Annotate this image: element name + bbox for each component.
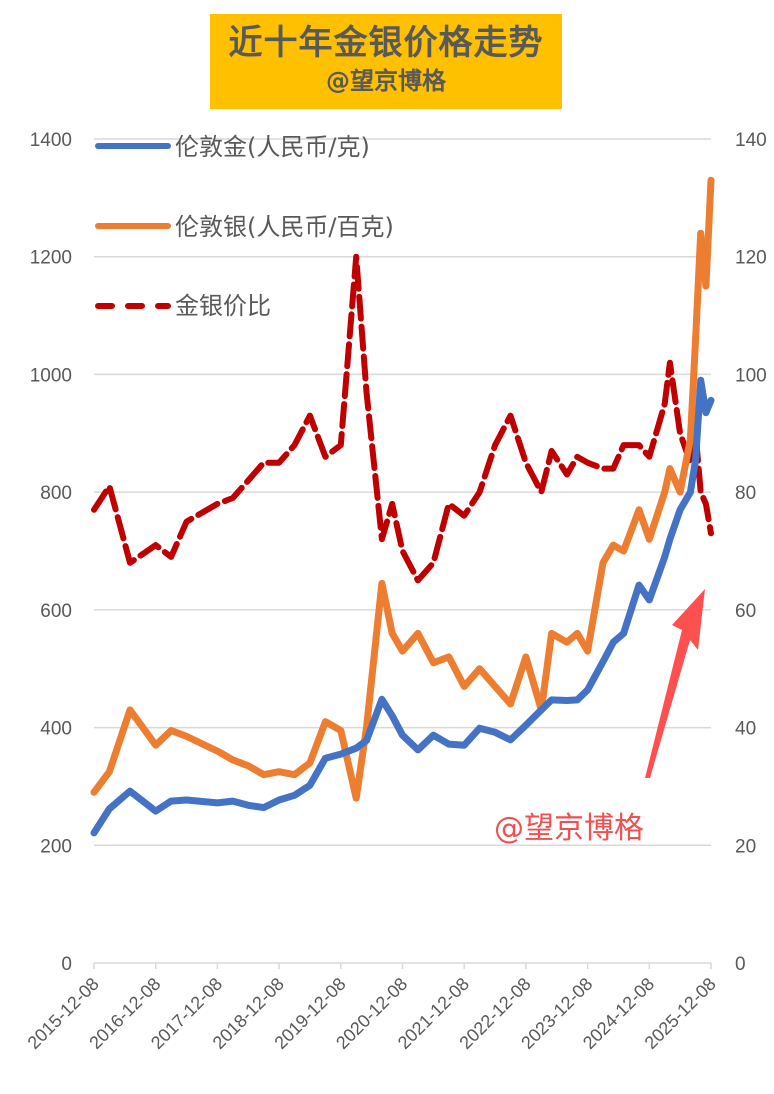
y-right-tick-label: 120 xyxy=(735,248,767,269)
y-right-tick-label: 140 xyxy=(735,130,767,151)
y-axis-right: 0 20 40 60 80 100 120 140 xyxy=(735,130,767,975)
gridlines xyxy=(94,138,711,964)
series-line-gold xyxy=(90,376,715,837)
y-left-tick-label: 400 xyxy=(40,719,72,740)
y-right-tick-label: 60 xyxy=(735,601,756,622)
y-left-tick-label: 800 xyxy=(40,483,72,504)
chart-title: 近十年金银价格走势 xyxy=(228,23,544,63)
y-left-tick-label: 0 xyxy=(61,954,72,975)
annotation: @望京博格 xyxy=(494,589,705,846)
y-right-tick-label: 80 xyxy=(735,483,756,504)
chart-title-box: 近十年金银价格走势 @望京博格 xyxy=(210,14,562,109)
y-left-tick-label: 600 xyxy=(40,601,72,622)
y-right-tick-label: 20 xyxy=(735,836,756,857)
y-right-tick-label: 0 xyxy=(735,954,746,975)
chart-subtitle: @望京博格 xyxy=(326,67,446,95)
legend-label-ratio: 金银价比 xyxy=(175,292,271,320)
y-axis-left: 0 200 400 600 800 1000 1200 1400 xyxy=(30,130,72,975)
legend: 伦敦金(人民币/克) 伦敦银(人民币/百克) 金银价比 xyxy=(95,133,394,320)
y-left-tick-label: 1000 xyxy=(30,365,72,386)
y-right-tick-label: 100 xyxy=(735,365,767,386)
y-left-tick-label: 200 xyxy=(40,836,72,857)
series-lines xyxy=(90,176,715,837)
series-line-silver xyxy=(90,176,715,802)
x-axis: 2015-12-082016-12-082017-12-082018-12-08… xyxy=(24,963,720,1053)
legend-label-gold: 伦敦金(人民币/克) xyxy=(175,133,370,161)
legend-label-silver: 伦敦银(人民币/百克) xyxy=(175,213,394,241)
series-line-ratio xyxy=(91,253,714,584)
y-right-tick-label: 40 xyxy=(735,719,756,740)
watermark-text: @望京博格 xyxy=(494,811,644,846)
red-arrow-icon xyxy=(645,589,705,778)
y-left-tick-label: 1400 xyxy=(30,130,72,151)
y-left-tick-label: 1200 xyxy=(30,248,72,269)
